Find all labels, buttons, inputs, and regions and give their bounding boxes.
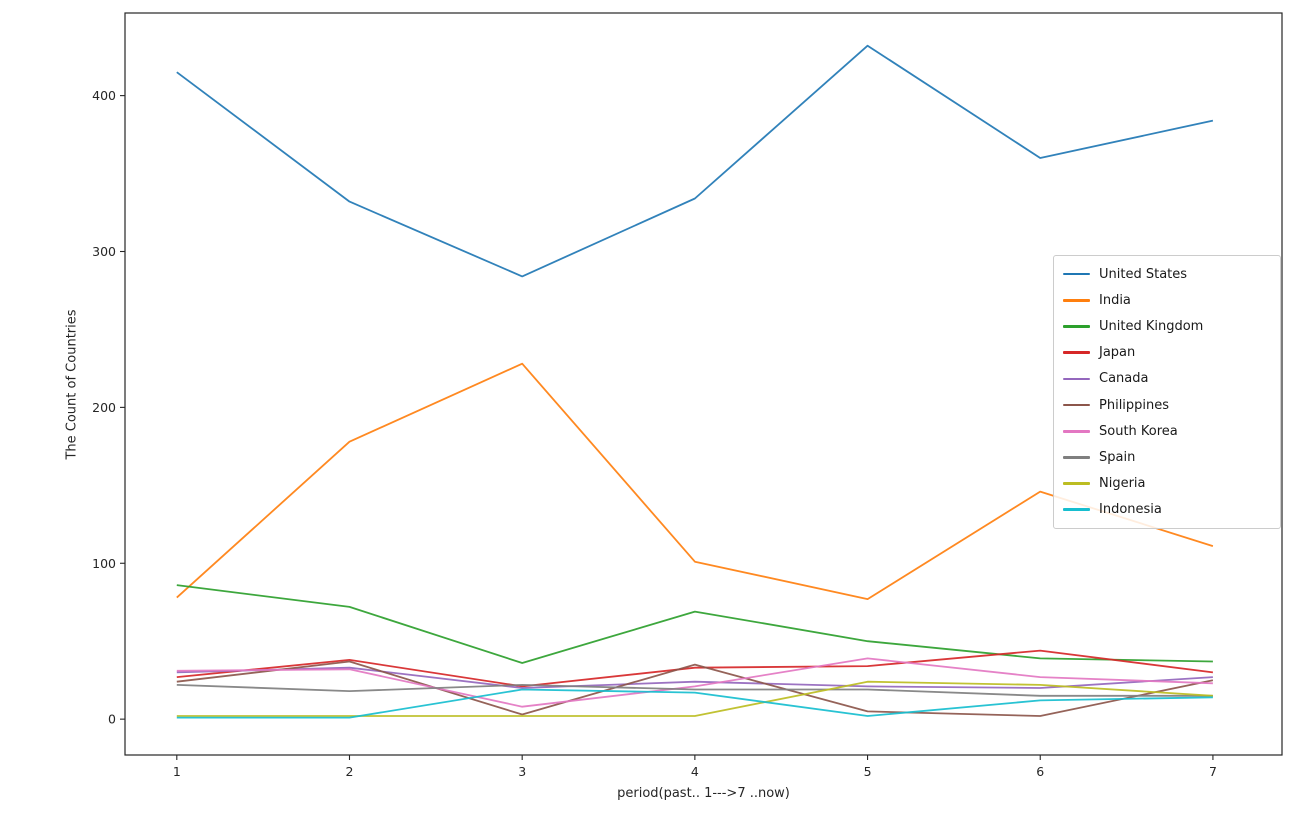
y-tick-label: 0 <box>108 712 116 727</box>
series-line-nigeria <box>176 680 1213 717</box>
legend-swatch-united-states <box>1063 272 1090 276</box>
y-axis-label: The Count of Countries <box>64 309 80 460</box>
legend-item-japan: Japan <box>1054 340 1280 366</box>
series-line-canada <box>176 666 1213 689</box>
legend-item-canada: Canada <box>1054 366 1280 392</box>
series-line-spain <box>176 684 1213 697</box>
legend-swatch-philippines <box>1063 403 1090 407</box>
legend-swatch-nigeria <box>1063 482 1090 485</box>
legend-item-south-korea: South Korea <box>1054 418 1280 444</box>
legend-label: Japan <box>1099 345 1136 361</box>
legend-label: Canada <box>1099 371 1149 387</box>
plot-spines <box>124 12 1283 756</box>
legend-label: India <box>1099 292 1131 308</box>
legend-label: United States <box>1099 266 1188 282</box>
legend-label: Indonesia <box>1099 502 1162 518</box>
legend-label: South Korea <box>1099 423 1178 439</box>
series-line-united-kingdom <box>176 584 1213 664</box>
series-line-united-states <box>176 44 1214 278</box>
series-line-japan <box>176 649 1214 688</box>
y-tick-label: 400 <box>92 88 116 103</box>
y-tick-label: 300 <box>92 244 116 259</box>
legend-item-philippines: Philippines <box>1054 392 1280 418</box>
series-line-indonesia <box>176 688 1213 719</box>
legend-swatch-united-kingdom <box>1063 325 1090 328</box>
x-axis-label: period(past.. 1--->7 ..now) <box>617 786 790 801</box>
legend-label: United Kingdom <box>1099 318 1204 334</box>
series-line-south-korea <box>176 657 1213 708</box>
y-tick-label: 100 <box>92 556 116 571</box>
legend-swatch-spain <box>1063 456 1090 459</box>
legend: United States India United Kingdom Japan Can… <box>1053 255 1281 529</box>
x-tick-label: 3 <box>518 764 526 779</box>
legend-label: Nigeria <box>1099 476 1146 492</box>
x-tick-label: 5 <box>864 764 872 779</box>
legend-item-indonesia: Indonesia <box>1054 497 1280 523</box>
legend-swatch-south-korea <box>1063 429 1090 433</box>
legend-swatch-canada <box>1063 377 1090 381</box>
legend-label: Spain <box>1099 449 1136 465</box>
legend-item-nigeria: Nigeria <box>1054 471 1280 497</box>
x-tick-label: 6 <box>1036 764 1044 779</box>
series-line-india <box>176 362 1214 600</box>
legend-item-united-states: United States <box>1054 261 1280 287</box>
x-tick-label: 7 <box>1209 764 1217 779</box>
legend-item-spain: Spain <box>1054 444 1280 470</box>
legend-label: Philippines <box>1099 397 1170 413</box>
x-tick-label: 4 <box>691 764 699 779</box>
x-tick-label: 1 <box>173 764 181 779</box>
x-tick-label: 2 <box>346 764 354 779</box>
legend-item-united-kingdom: United Kingdom <box>1054 313 1280 339</box>
series-line-philippines <box>176 660 1214 717</box>
legend-swatch-indonesia <box>1063 508 1090 512</box>
legend-item-india: India <box>1054 287 1280 313</box>
y-tick-label: 200 <box>92 400 116 415</box>
legend-swatch-india <box>1063 298 1090 302</box>
legend-swatch-japan <box>1063 351 1090 354</box>
